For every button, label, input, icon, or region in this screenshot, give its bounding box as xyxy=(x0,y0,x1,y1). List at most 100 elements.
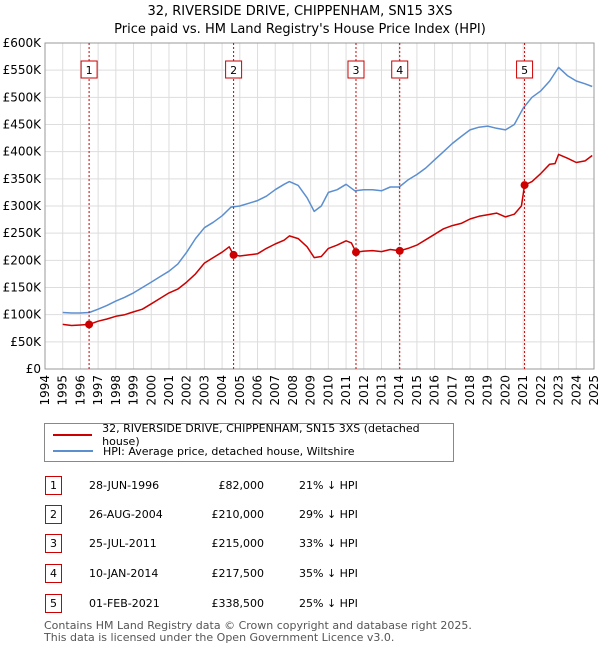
footer-licence: This data is licensed under the Open Gov… xyxy=(44,631,395,644)
x-tick-label: 2014 xyxy=(392,375,406,406)
sale-badge: 4 xyxy=(45,564,62,583)
x-tick-label: 2015 xyxy=(410,375,424,406)
x-tick-label: 2019 xyxy=(481,375,495,406)
sale-hpi-diff: 29% ↓ HPI xyxy=(299,508,358,521)
sale-marker-box xyxy=(516,60,534,79)
y-tick-label: £500K xyxy=(3,90,43,104)
sale-point xyxy=(229,250,238,259)
y-tick-label: £150K xyxy=(3,281,43,295)
x-tick-label: 2022 xyxy=(534,375,548,406)
x-tick-label: 2012 xyxy=(357,375,371,406)
sale-marker-box xyxy=(80,60,98,79)
sale-point xyxy=(395,246,404,255)
y-tick-label: £250K xyxy=(3,226,43,240)
sale-hpi-diff: 25% ↓ HPI xyxy=(299,597,358,610)
sale-marker-box xyxy=(225,60,243,79)
y-tick-label: £200K xyxy=(3,253,43,267)
x-tick-label: 2005 xyxy=(233,375,247,406)
table-row: 5 01-FEB-2021 £338,500 25% ↓ HPI xyxy=(44,594,464,616)
y-tick-label: £450K xyxy=(3,118,43,132)
x-tick-label: 2017 xyxy=(445,375,459,406)
y-tick-label: £100K xyxy=(3,308,43,322)
x-tick-label: 2004 xyxy=(215,375,229,406)
sale-marker-label: 5 xyxy=(521,64,528,77)
chart-title: 32, RIVERSIDE DRIVE, CHIPPENHAM, SN15 3X… xyxy=(147,4,453,19)
sale-date: 10-JAN-2014 xyxy=(89,567,159,580)
sale-badge: 3 xyxy=(45,534,62,553)
sale-badge: 5 xyxy=(45,594,62,613)
table-row: 4 10-JAN-2014 £217,500 35% ↓ HPI xyxy=(44,564,464,586)
legend-swatch-hpi xyxy=(53,450,93,452)
sale-price: £82,000 xyxy=(218,479,265,492)
x-tick-label: 2020 xyxy=(498,375,512,406)
property-price-line xyxy=(62,153,593,327)
sale-hpi-diff: 33% ↓ HPI xyxy=(299,537,358,550)
x-tick-label: 2002 xyxy=(180,375,194,406)
sale-marker-label: 4 xyxy=(396,64,403,77)
x-tick-label: 2007 xyxy=(268,375,282,406)
sale-date: 01-FEB-2021 xyxy=(89,597,160,610)
sale-marker-label: 3 xyxy=(352,64,359,77)
sale-badge: 2 xyxy=(45,505,62,524)
x-tick-label: 2024 xyxy=(569,375,583,406)
x-tick-label: 2023 xyxy=(552,375,566,406)
x-tick-label: 2006 xyxy=(251,375,265,406)
sale-marker-box xyxy=(391,60,409,79)
sale-date: 26-AUG-2004 xyxy=(89,508,163,521)
sale-hpi-diff: 21% ↓ HPI xyxy=(299,479,358,492)
legend-swatch-property xyxy=(53,434,93,436)
sale-marker-box xyxy=(347,60,365,79)
x-tick-label: 2013 xyxy=(374,375,388,406)
sale-badge: 1 xyxy=(45,476,62,495)
y-tick-label: £50K xyxy=(10,335,42,349)
sale-point xyxy=(520,181,529,190)
x-tick-label: 2018 xyxy=(463,375,477,406)
x-tick-label: 1995 xyxy=(56,375,70,406)
sale-date: 28-JUN-1996 xyxy=(89,479,160,492)
footer-copyright: Contains HM Land Registry data © Crown c… xyxy=(44,619,472,632)
sale-point xyxy=(351,248,360,257)
x-tick-label: 1999 xyxy=(127,375,141,406)
hpi-line xyxy=(62,66,593,314)
y-tick-label: £300K xyxy=(3,199,43,213)
y-tick-label: £600K xyxy=(3,36,43,50)
x-tick-label: 1998 xyxy=(109,375,123,406)
legend-item-hpi: HPI: Average price, detached house, Wilt… xyxy=(53,443,355,459)
table-row: 1 28-JUN-1996 £82,000 21% ↓ HPI xyxy=(44,476,464,498)
sale-point xyxy=(85,320,94,329)
x-tick-label: 2010 xyxy=(321,375,335,406)
y-tick-label: £400K xyxy=(3,145,43,159)
y-tick-label: £0 xyxy=(26,362,41,376)
x-tick-label: 2008 xyxy=(286,375,300,406)
sale-price: £210,000 xyxy=(211,508,265,521)
sale-hpi-diff: 35% ↓ HPI xyxy=(299,567,358,580)
table-row: 3 25-JUL-2011 £215,000 33% ↓ HPI xyxy=(44,534,464,556)
x-tick-label: 1996 xyxy=(73,375,87,406)
sale-date: 25-JUL-2011 xyxy=(89,537,157,550)
x-tick-label: 1997 xyxy=(91,375,105,406)
sale-marker-label: 1 xyxy=(86,64,93,77)
price-chart: £0 £50K £100K £150K £200K £250K £300K £350K £400… xyxy=(3,36,600,406)
x-tick-label: 2011 xyxy=(339,375,353,406)
sale-price: £338,500 xyxy=(211,597,265,610)
plot-frame xyxy=(44,42,595,370)
table-row: 2 26-AUG-2004 £210,000 29% ↓ HPI xyxy=(44,505,464,527)
legend: 32, RIVERSIDE DRIVE, CHIPPENHAM, SN15 3X… xyxy=(44,422,454,462)
x-tick-label: 2009 xyxy=(304,375,318,406)
x-tick-label: 2003 xyxy=(197,375,211,406)
y-tick-label: £350K xyxy=(3,172,43,186)
x-tick-label: 1994 xyxy=(38,375,52,406)
x-tick-label: 2001 xyxy=(162,375,176,406)
x-tick-label: 2000 xyxy=(144,375,158,406)
footer: Contains HM Land Registry data © Crown c… xyxy=(44,620,472,644)
legend-label-property: 32, RIVERSIDE DRIVE, CHIPPENHAM, SN15 3X… xyxy=(102,422,420,448)
sale-price: £215,000 xyxy=(211,537,265,550)
chart-subtitle: Price paid vs. HM Land Registry's House … xyxy=(114,22,486,37)
sale-marker-label: 2 xyxy=(230,64,237,77)
x-tick-label: 2021 xyxy=(516,375,530,406)
legend-label-hpi: HPI: Average price, detached house, Wilt… xyxy=(103,444,355,458)
x-tick-label: 2025 xyxy=(587,375,600,406)
legend-item-property: 32, RIVERSIDE DRIVE, CHIPPENHAM, SN15 3X… xyxy=(53,422,453,448)
y-tick-label: £550K xyxy=(3,63,43,77)
sale-price: £217,500 xyxy=(211,567,265,580)
